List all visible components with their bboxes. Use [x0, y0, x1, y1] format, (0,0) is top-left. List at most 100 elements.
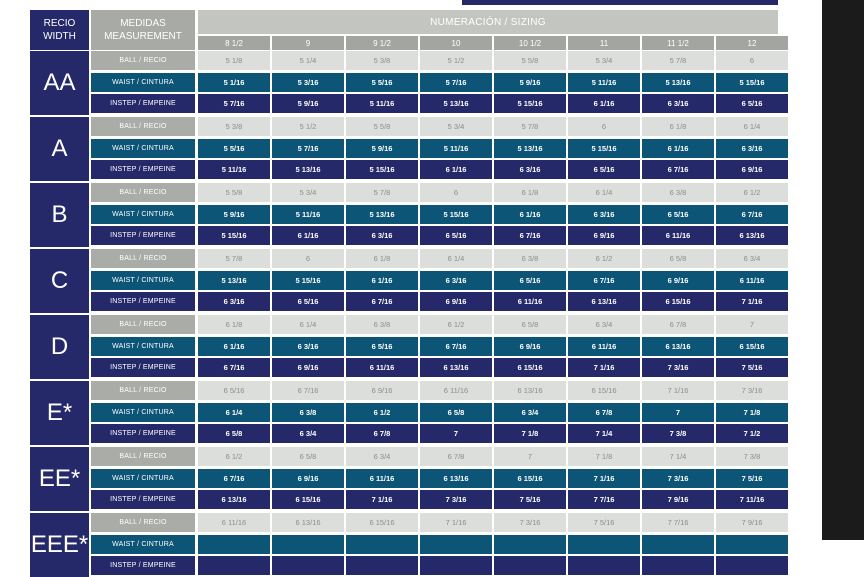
width-label: EEE*	[30, 513, 89, 577]
waist-value-cell	[346, 535, 418, 554]
waist-value-cell	[568, 535, 640, 554]
waist-value-cell: 7 5/16	[716, 469, 788, 488]
ball-value-cell: 6	[568, 117, 640, 136]
waist-value-cell: 5 11/16	[272, 205, 344, 224]
sizing-header: NUMERACIÓN / SIZING	[198, 10, 778, 34]
waist-value-cell: 5 9/16	[346, 139, 418, 158]
instep-value-cell	[716, 556, 788, 575]
instep-value-cell: 5 15/16	[346, 160, 418, 179]
waist-value-cell: 6 3/4	[494, 403, 566, 422]
ball-value-cell: 6 1/2	[568, 249, 640, 268]
measurement-header-line2: MEASUREMENT	[104, 31, 182, 42]
width-header-line1: RECIO	[43, 18, 76, 29]
size-column-header: 11 1/2	[642, 36, 714, 50]
instep-value-cell: 5 7/16	[198, 94, 270, 113]
instep-value-cell: 6 11/16	[642, 226, 714, 245]
instep-measurement-label: INSTEP / EMPEINE	[91, 556, 195, 575]
ball-value-cell: 6 7/8	[642, 315, 714, 334]
instep-value-cell	[642, 556, 714, 575]
instep-value-cell: 6 7/16	[346, 292, 418, 311]
instep-value-cell: 5 9/16	[272, 94, 344, 113]
waist-value-cell	[494, 535, 566, 554]
instep-value-cell: 6 1/16	[272, 226, 344, 245]
ball-value-cell: 6 7/8	[420, 447, 492, 466]
instep-value-cell: 7 3/16	[420, 490, 492, 509]
ball-value-cell: 6 11/16	[198, 513, 270, 532]
waist-measurement-label: WAIST / CINTURA	[91, 139, 195, 158]
waist-value-cell	[272, 535, 344, 554]
instep-value-cell	[420, 556, 492, 575]
instep-value-cell	[198, 556, 270, 575]
instep-value-cell: 6 5/8	[198, 424, 270, 443]
ball-value-cell: 6 15/16	[568, 381, 640, 400]
size-column-header: 10	[420, 36, 492, 50]
ball-value-cell: 6 15/16	[346, 513, 418, 532]
waist-value-cell: 6 1/16	[346, 271, 418, 290]
instep-value-cell: 7	[420, 424, 492, 443]
waist-value-cell: 5 7/16	[420, 73, 492, 92]
waist-value-cell: 5 13/16	[642, 73, 714, 92]
waist-value-cell: 6 15/16	[716, 337, 788, 356]
ball-value-cell: 7 1/16	[420, 513, 492, 532]
instep-value-cell: 6 9/16	[420, 292, 492, 311]
waist-value-cell: 6 3/16	[272, 337, 344, 356]
instep-value-cell: 7 1/4	[568, 424, 640, 443]
ball-value-cell: 5 3/8	[198, 117, 270, 136]
waist-value-cell: 6 3/16	[716, 139, 788, 158]
ball-value-cell: 6	[716, 51, 788, 70]
waist-value-cell: 6 3/16	[568, 205, 640, 224]
ball-measurement-label: BALL / RECIO	[91, 249, 195, 268]
waist-value-cell	[420, 535, 492, 554]
waist-measurement-label: WAIST / CINTURA	[91, 271, 195, 290]
instep-value-cell	[346, 556, 418, 575]
waist-value-cell	[716, 535, 788, 554]
size-column-header: 11	[568, 36, 640, 50]
ball-value-cell: 6 9/16	[346, 381, 418, 400]
instep-value-cell: 7 1/16	[716, 292, 788, 311]
waist-measurement-label: WAIST / CINTURA	[91, 337, 195, 356]
ball-value-cell: 5 1/8	[198, 51, 270, 70]
ball-value-cell: 6 3/8	[642, 183, 714, 202]
instep-value-cell: 6 11/16	[346, 358, 418, 377]
header-accent-bar	[462, 0, 778, 5]
waist-measurement-label: WAIST / CINTURA	[91, 535, 195, 554]
waist-value-cell: 6 11/16	[568, 337, 640, 356]
width-header-line2: WIDTH	[43, 31, 76, 42]
waist-value-cell: 7 3/16	[642, 469, 714, 488]
waist-value-cell: 5 13/16	[198, 271, 270, 290]
waist-value-cell: 6 15/16	[494, 469, 566, 488]
instep-value-cell: 5 13/16	[420, 94, 492, 113]
waist-value-cell: 7 1/8	[716, 403, 788, 422]
ball-value-cell: 7 3/16	[494, 513, 566, 532]
ball-value-cell: 5 1/2	[420, 51, 492, 70]
instep-value-cell: 5 11/16	[346, 94, 418, 113]
size-column-header: 12	[716, 36, 788, 50]
ball-value-cell: 6 5/8	[494, 315, 566, 334]
ball-value-cell: 7 3/8	[716, 447, 788, 466]
waist-value-cell: 6 1/4	[198, 403, 270, 422]
ball-measurement-label: BALL / RECIO	[91, 447, 195, 466]
ball-value-cell: 6 13/16	[272, 513, 344, 532]
instep-value-cell: 5 15/16	[198, 226, 270, 245]
ball-value-cell: 6 3/4	[716, 249, 788, 268]
instep-value-cell: 7 11/16	[716, 490, 788, 509]
ball-value-cell: 7	[494, 447, 566, 466]
waist-value-cell: 6 9/16	[642, 271, 714, 290]
waist-value-cell: 6 5/16	[346, 337, 418, 356]
ball-value-cell: 7	[716, 315, 788, 334]
waist-value-cell: 6 7/16	[420, 337, 492, 356]
ball-value-cell: 7 5/16	[568, 513, 640, 532]
waist-measurement-label: WAIST / CINTURA	[91, 403, 195, 422]
instep-value-cell: 5 13/16	[272, 160, 344, 179]
waist-measurement-label: WAIST / CINTURA	[91, 73, 195, 92]
ball-value-cell: 6 5/8	[642, 249, 714, 268]
instep-value-cell: 7 1/8	[494, 424, 566, 443]
waist-value-cell: 6 13/16	[642, 337, 714, 356]
width-label: A	[30, 117, 89, 181]
waist-value-cell	[198, 535, 270, 554]
width-column-header: RECIO WIDTH	[30, 10, 89, 50]
instep-value-cell: 6 5/16	[272, 292, 344, 311]
instep-value-cell: 6 1/16	[568, 94, 640, 113]
ball-value-cell: 6 1/8	[198, 315, 270, 334]
instep-value-cell: 6 3/16	[346, 226, 418, 245]
